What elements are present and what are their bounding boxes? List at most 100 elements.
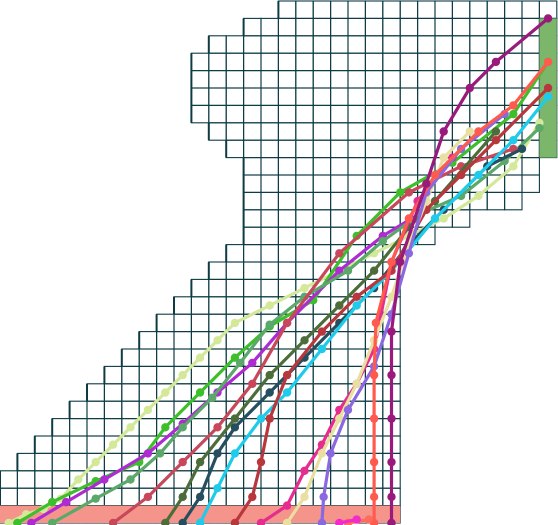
player-path [387, 14, 553, 525]
path-line [233, 86, 550, 525]
path-line [372, 60, 550, 525]
path-point [509, 109, 518, 119]
path-point [178, 457, 187, 467]
path-point [178, 518, 187, 525]
path-point [213, 423, 222, 432]
path-point [387, 370, 396, 380]
path-point [61, 497, 71, 507]
path-point [465, 127, 474, 136]
path-point [317, 344, 327, 354]
path-point [213, 484, 222, 493]
path-point [491, 136, 501, 145]
path-point [335, 301, 344, 310]
path-point [404, 188, 414, 197]
path-point [352, 515, 361, 524]
path-point [91, 457, 100, 467]
player-path [230, 83, 553, 525]
path-point [326, 449, 335, 458]
path-point [369, 266, 379, 275]
path-point [195, 518, 205, 525]
path-point [143, 405, 153, 415]
path-point [387, 292, 396, 301]
path-point [404, 249, 414, 258]
path-point [161, 388, 170, 397]
path-point [387, 518, 396, 525]
path-point [48, 518, 57, 525]
path-point [126, 423, 135, 432]
path-point [387, 492, 396, 502]
path-point [248, 358, 257, 368]
path-point [213, 336, 222, 345]
player-path [369, 57, 553, 525]
path-point [364, 515, 374, 524]
path-point [13, 518, 22, 525]
path-point [161, 423, 170, 432]
path-point [213, 449, 222, 458]
path-point [282, 501, 292, 510]
path-point [265, 388, 274, 397]
path-point [371, 318, 381, 328]
path-point [265, 370, 274, 380]
path-point [265, 414, 274, 423]
path-point [100, 475, 109, 484]
path-point [369, 492, 379, 502]
path-point [178, 423, 187, 432]
path-point [369, 414, 379, 423]
path-point [422, 179, 431, 188]
path-line [198, 95, 550, 525]
path-point [230, 353, 240, 362]
path-point [317, 449, 327, 458]
path-point [491, 127, 501, 136]
path-point [265, 301, 274, 310]
path-point [155, 449, 165, 458]
path-point [543, 92, 553, 101]
track-cell [451, 209, 471, 228]
path-point [387, 414, 396, 423]
path-point [48, 497, 57, 507]
path-point [343, 266, 353, 275]
path-point [91, 494, 100, 503]
path-point [509, 101, 518, 110]
path-point [143, 449, 153, 458]
path-point [282, 318, 292, 328]
path-point [178, 492, 187, 502]
path-point [543, 14, 553, 23]
path-point [300, 466, 309, 475]
path-point [335, 249, 344, 258]
path-point [195, 492, 205, 502]
path-point [439, 214, 448, 223]
path-point [378, 236, 387, 246]
path-point [195, 457, 205, 467]
path-point [256, 518, 266, 525]
path-point [230, 518, 240, 525]
path-point [248, 492, 257, 502]
path-point [543, 57, 553, 67]
start-zone [0, 505, 401, 523]
path-point [143, 492, 153, 502]
path-point [195, 388, 205, 397]
path-point [352, 301, 361, 310]
path-point [369, 457, 379, 467]
path-point [439, 127, 448, 136]
path-point [396, 257, 405, 267]
path-point [335, 518, 344, 525]
path-point [230, 423, 240, 432]
path-point [474, 170, 483, 180]
path-point [126, 475, 135, 484]
path-point [369, 370, 379, 380]
path-point [248, 379, 257, 388]
path-point [343, 405, 353, 415]
path-point [517, 144, 527, 154]
path-line [320, 112, 507, 525]
path-point [161, 518, 170, 525]
path-point [256, 414, 266, 423]
path-point [456, 170, 466, 180]
path-point [230, 449, 240, 458]
path-point [317, 518, 327, 525]
path-point [387, 457, 396, 467]
path-point [282, 388, 292, 397]
path-point [543, 83, 553, 93]
path-point [235, 358, 245, 368]
path-point [300, 336, 309, 345]
